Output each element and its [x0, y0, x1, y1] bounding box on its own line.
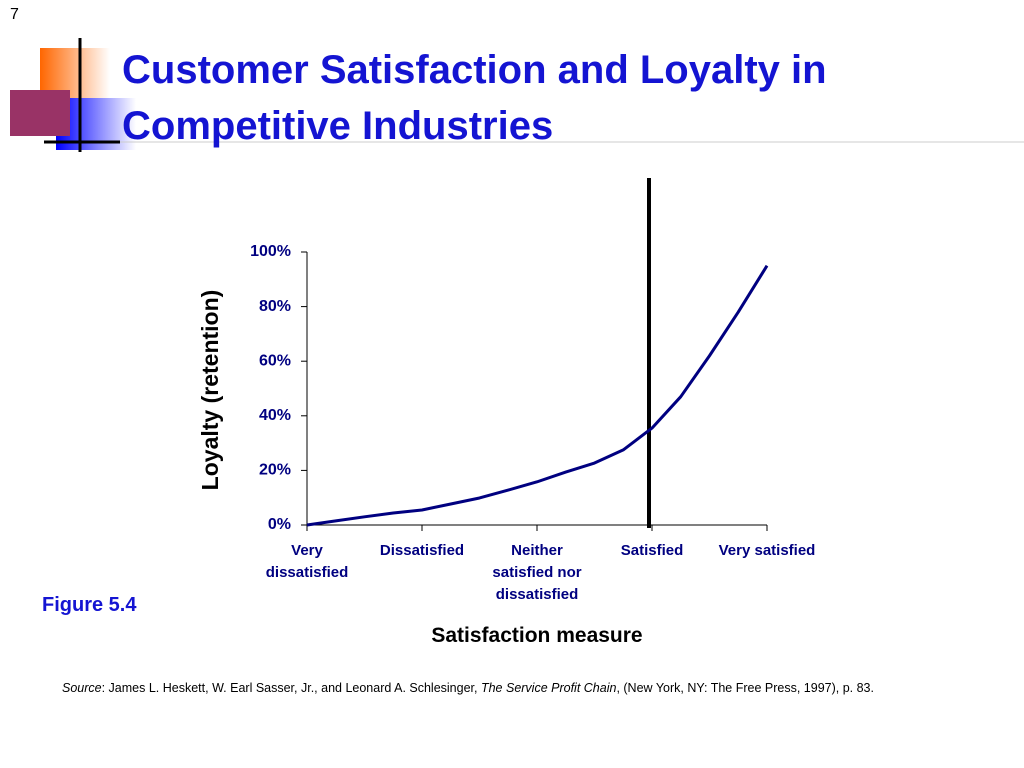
- source-authors: : James L. Heskett, W. Earl Sasser, Jr.,…: [101, 681, 481, 695]
- decor: [40, 48, 110, 98]
- source-note: Source: James L. Heskett, W. Earl Sasser…: [62, 681, 874, 695]
- source-label: Source: [62, 681, 102, 695]
- decor: [10, 90, 70, 136]
- x-tick-label: Dissatisfied: [379, 542, 465, 559]
- slide-number: 7: [10, 6, 19, 23]
- x-tick-label: Very satisfied: [718, 542, 816, 559]
- slide-title: Customer Satisfaction and Loyalty in Com…: [122, 48, 827, 148]
- x-tick-label: Very dissatisfied: [265, 542, 349, 581]
- y-tick-label: 100%: [250, 243, 291, 260]
- y-tick-label: 60%: [259, 352, 291, 369]
- y-tick-label: 80%: [259, 298, 291, 315]
- x-tick-label: Neither satisfied nor dissatisfied: [492, 542, 582, 603]
- data-line: [306, 264, 769, 527]
- y-tick-label: 0%: [268, 516, 291, 533]
- y-tick-label: 20%: [259, 462, 291, 479]
- y-axis-label: Loyalty (retention): [197, 290, 223, 491]
- x-tick-label: Satisfied: [620, 542, 684, 559]
- y-tick-label: 40%: [259, 407, 291, 424]
- figure-label: Figure 5.4: [42, 594, 137, 616]
- x-axis-label: Satisfaction measure: [431, 624, 642, 647]
- source-rest: , (New York, NY: The Free Press, 1997), …: [616, 681, 874, 695]
- source-book: The Service Profit Chain: [480, 681, 617, 695]
